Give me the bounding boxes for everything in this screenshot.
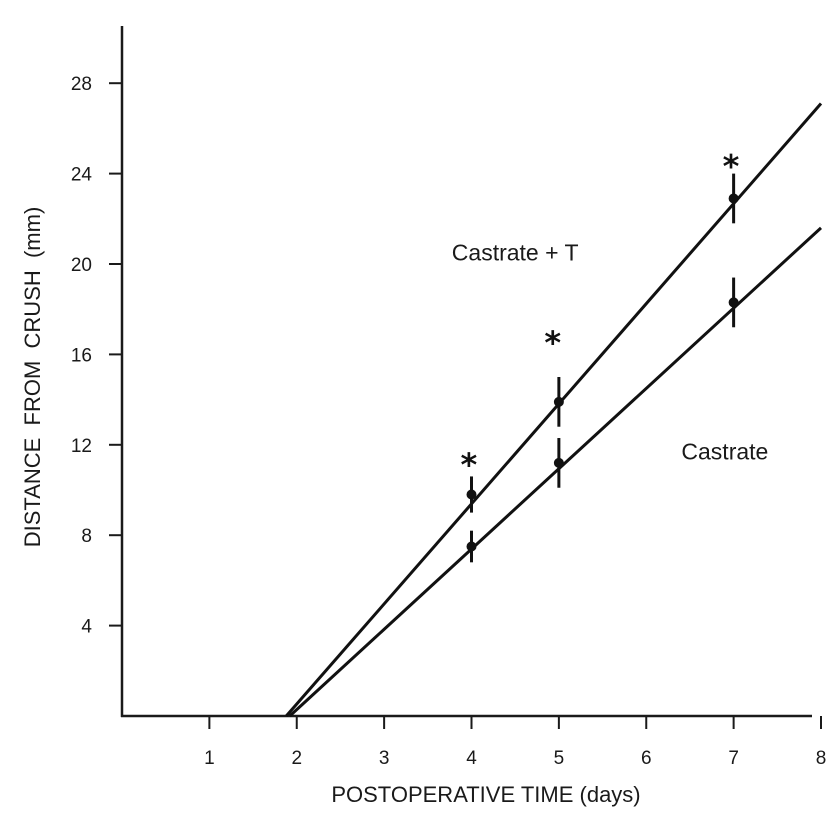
y-tick-label-16: 16: [71, 345, 92, 366]
x-tick-label-2: 2: [291, 748, 302, 769]
y-tick-label-12: 12: [71, 436, 92, 457]
y-tick-label-8: 8: [81, 526, 92, 547]
data-point-castrate-5: [553, 457, 564, 468]
data-point-castrate-4: [466, 541, 477, 552]
x-tick-label-8: 8: [816, 748, 827, 769]
x-tick-label-1: 1: [204, 748, 215, 769]
series-label-castrate: Castrate: [681, 439, 768, 465]
x-tick-label-4: 4: [466, 748, 477, 769]
significance-star-3: *: [723, 148, 740, 186]
x-tick-label-3: 3: [379, 748, 390, 769]
significance-star-2: *: [544, 324, 561, 362]
y-tick-label-28: 28: [71, 74, 92, 95]
series-label-castrate-t: Castrate + T: [452, 240, 579, 266]
y-tick-label-20: 20: [71, 255, 92, 276]
significance-star-1: *: [461, 446, 478, 484]
y-ticks: 4 8 12 16 20 24 28: [71, 74, 122, 638]
x-tick-label-6: 6: [641, 748, 652, 769]
series-lines: [285, 102, 823, 718]
x-ticks: 1 2 3 4 5 6 7 8: [204, 716, 826, 769]
data-point-castrate-7: [728, 297, 739, 308]
series-line-castrate-t: [285, 102, 823, 717]
axes: [120, 26, 812, 718]
y-tick-label-24: 24: [71, 165, 93, 186]
data-point-castrate-t-4: [466, 489, 477, 500]
series-points: [466, 173, 739, 563]
y-tick-label-4: 4: [81, 617, 92, 638]
x-tick-label-7: 7: [728, 748, 739, 769]
series-labels: Castrate + T Castrate: [452, 240, 769, 465]
data-point-castrate-t-7: [728, 193, 739, 204]
data-point-castrate-t-5: [553, 396, 564, 407]
x-axis-title: POSTOPERATIVE TIME (days): [331, 782, 640, 807]
annotations: * * *: [461, 148, 740, 484]
x-tick-label-5: 5: [554, 748, 565, 769]
series-line-castrate: [288, 226, 823, 718]
y-axis-title: DISTANCE FROM CRUSH (mm): [20, 207, 45, 548]
